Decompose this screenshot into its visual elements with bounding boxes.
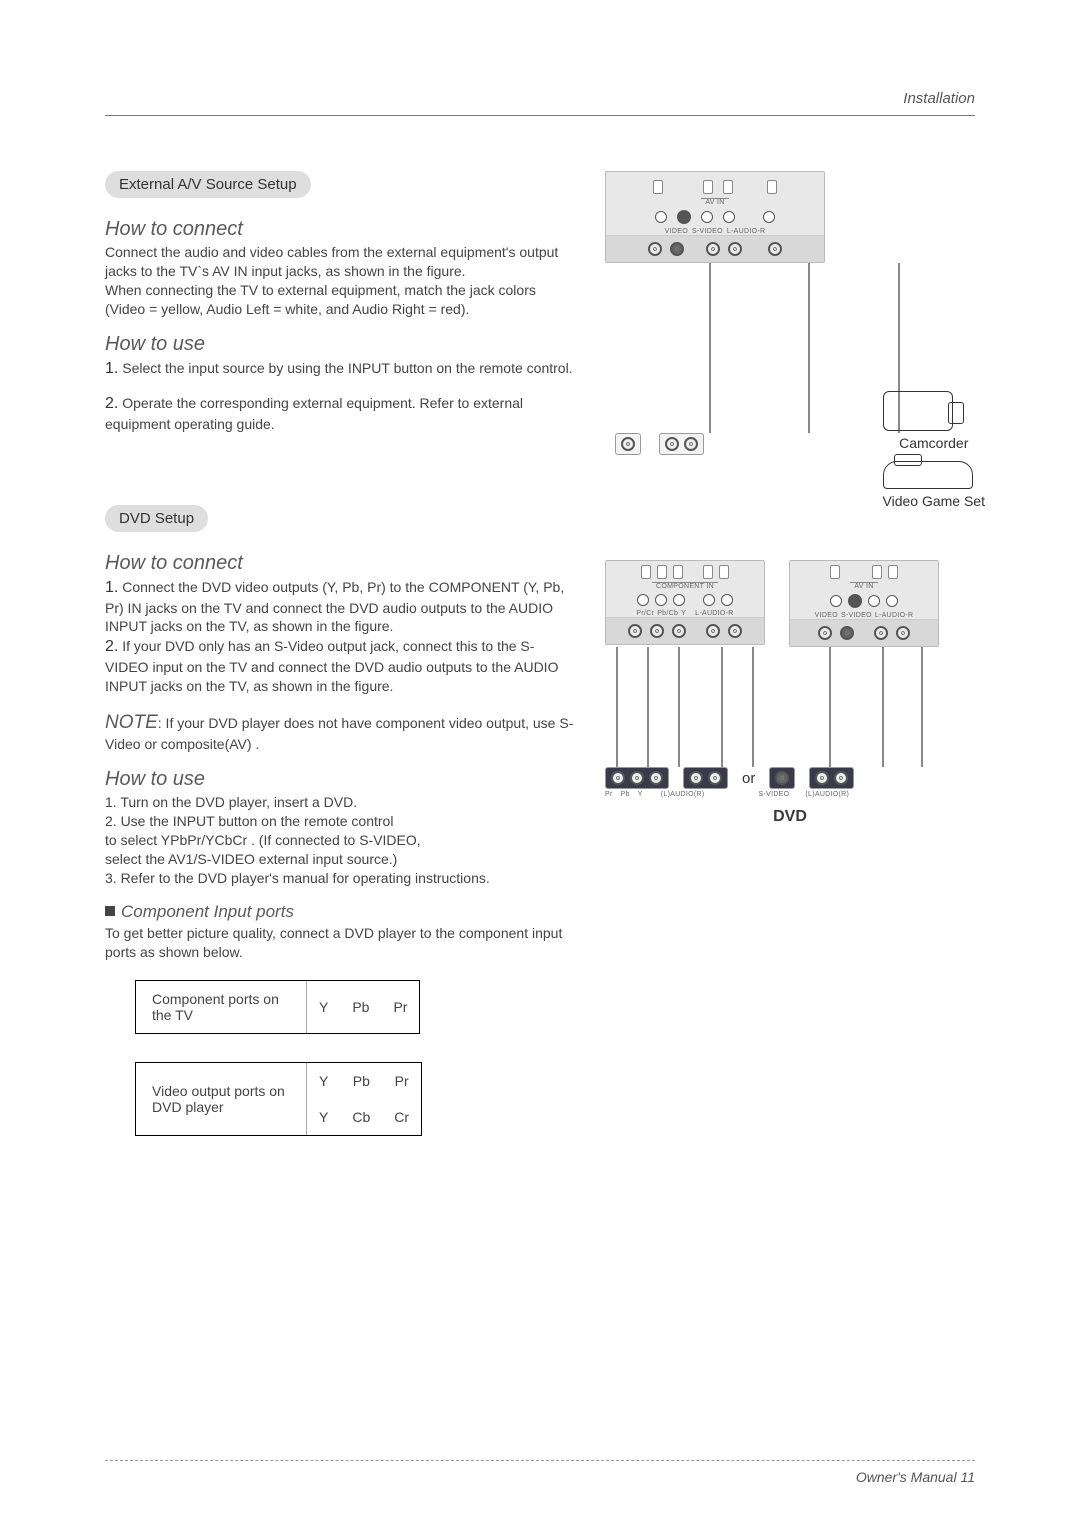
step2-num: 2. xyxy=(105,395,118,412)
component-ports-body: To get better picture quality, connect a… xyxy=(105,924,575,962)
t2-r2-c0: Y xyxy=(306,1099,340,1135)
av-setup-pill: External A/V Source Setup xyxy=(105,171,311,198)
bl-la: (L)AUDIO(R) xyxy=(661,791,705,798)
video-output-ports-table: Video output ports on DVD player Y Pb Pr… xyxy=(135,1062,422,1136)
av-use-step1: 1. Select the input source by using the … xyxy=(105,358,575,380)
av-use-heading: How to use xyxy=(105,333,575,356)
dvd-connect-s1: 1. Connect the DVD video outputs (Y, Pb,… xyxy=(105,577,575,636)
l-y: Y xyxy=(681,610,686,617)
dvd-u5: 3. Refer to the DVD player's manual for … xyxy=(105,869,575,888)
t1-c0: Y xyxy=(306,981,340,1033)
bl-la2: (L)AUDIO(R) xyxy=(805,791,849,798)
bl-y: Y xyxy=(638,791,643,798)
t2-r1-c0: Y xyxy=(306,1063,340,1099)
audio-connector xyxy=(659,433,704,455)
dvd-diagram: COMPONENT IN Pr/Cr Pb/Cb Y L-AUDIO-R xyxy=(605,505,975,1136)
dvd-u1: 1. Turn on the DVD player, insert a DVD. xyxy=(105,793,575,812)
label-svideo: S-VIDEO xyxy=(692,228,723,235)
label-compin: COMPONENT IN xyxy=(652,582,718,590)
or-text: or xyxy=(742,770,755,787)
bl-sv: S-VIDEO xyxy=(759,791,790,798)
svideo-out xyxy=(769,767,795,789)
av-diagram: AV IN VIDEO S-VIDEO L-AUDIO-R xyxy=(605,171,975,455)
av-connect-body: Connect the audio and video cables from … xyxy=(105,243,575,319)
comp-audio-out xyxy=(683,767,728,789)
t2-r2-c1: Cb xyxy=(340,1099,382,1135)
note-body: : If your DVD player does not have compo… xyxy=(105,715,573,753)
bullet-icon xyxy=(105,906,115,916)
step1-num: 1. xyxy=(105,360,118,377)
t2-r1-c1: Pb xyxy=(340,1063,382,1099)
l-pbcb: Pb/Cb xyxy=(657,610,678,617)
t1-c2: Pr xyxy=(381,981,419,1033)
step1-text: Select the input source by using the INP… xyxy=(118,360,572,376)
dvd-s1-num: 1. xyxy=(105,579,118,596)
label-laudio: L-AUDIO-R xyxy=(727,228,765,235)
dvd-note: NOTE: If your DVD player does not have c… xyxy=(105,710,575,755)
dvd-connect-heading: How to connect xyxy=(105,552,575,575)
dvd-u3: to select YPbPr/YCbCr . (If connected to… xyxy=(105,831,575,850)
bl-pr: Pr xyxy=(605,791,613,798)
dvd-use-heading: How to use xyxy=(105,768,575,791)
header-section: Installation xyxy=(105,90,975,107)
dvd-s1-text: Connect the DVD video outputs (Y, Pb, Pr… xyxy=(105,579,564,634)
t2-label: Video output ports on DVD player xyxy=(136,1063,306,1135)
bl-pb: Pb xyxy=(621,791,630,798)
comp-out xyxy=(605,767,669,789)
camcorder-icon xyxy=(883,391,953,431)
step2-text: Operate the corresponding external equip… xyxy=(105,395,523,432)
camcorder-caption: Camcorder xyxy=(883,435,985,451)
dvd-u2: 2. Use the INPUT button on the remote co… xyxy=(105,812,575,831)
dvd-s2-num: 2. xyxy=(105,638,118,655)
t2-r1-c2: Pr xyxy=(382,1063,421,1099)
l-laudio2: L-AUDIO-R xyxy=(875,612,913,619)
note-label: NOTE xyxy=(105,712,158,733)
t1-c1: Pb xyxy=(340,981,381,1033)
component-ports-table: Component ports on the TV Y Pb Pr xyxy=(135,980,420,1034)
av-connect-heading: How to connect xyxy=(105,218,575,241)
gameset-icon xyxy=(883,461,973,489)
label-avin2: AV IN xyxy=(850,582,877,590)
page-footer: Owner's Manual 11 xyxy=(105,1460,975,1485)
dvd-connect-s2: 2. If your DVD only has an S-Video outpu… xyxy=(105,636,575,695)
dvd-u4: select the AV1/S-VIDEO external input so… xyxy=(105,850,575,869)
l-laudio: L-AUDIO-R xyxy=(695,610,733,617)
component-ports-heading: Component Input ports xyxy=(105,902,575,922)
l-prcr: Pr/Cr xyxy=(636,610,654,617)
dvd-s2-text: If your DVD only has an S-Video output j… xyxy=(105,638,558,693)
av-use-step2: 2. Operate the corresponding external eq… xyxy=(105,393,575,433)
t1-label: Component ports on the TV xyxy=(136,981,306,1033)
component-ports-text: Component Input ports xyxy=(121,902,294,921)
dvd-caption: DVD xyxy=(605,808,975,826)
label-avin: AV IN xyxy=(701,198,728,206)
label-video: VIDEO xyxy=(665,228,688,235)
dvd-setup-pill: DVD Setup xyxy=(105,505,208,532)
video-connector xyxy=(615,433,641,455)
l-video: VIDEO xyxy=(815,612,838,619)
footer-text: Owner's Manual 11 xyxy=(105,1469,975,1485)
t2-r2-c2: Cr xyxy=(382,1099,421,1135)
av-audio-out xyxy=(809,767,854,789)
header-rule xyxy=(105,115,975,116)
l-svideo: S-VIDEO xyxy=(841,612,872,619)
